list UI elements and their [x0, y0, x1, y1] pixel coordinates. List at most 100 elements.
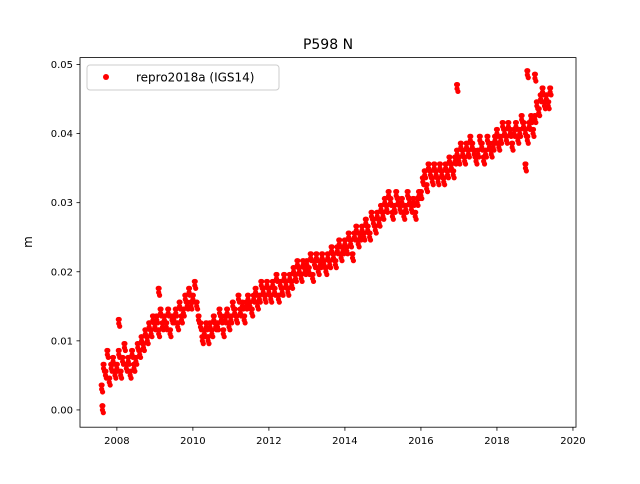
data-point	[333, 265, 339, 271]
data-point	[307, 251, 313, 257]
data-point	[457, 161, 463, 167]
data-point	[284, 285, 291, 291]
data-point	[252, 285, 258, 291]
data-point	[189, 306, 195, 312]
data-point	[231, 306, 237, 312]
data-point	[524, 68, 530, 74]
data-point	[402, 216, 408, 222]
data-point	[349, 251, 355, 257]
data-point	[221, 334, 227, 340]
data-point	[180, 306, 186, 312]
data-point	[367, 237, 374, 243]
data-point	[417, 189, 424, 195]
data-point	[516, 126, 522, 133]
data-point	[263, 278, 270, 285]
data-point	[258, 278, 264, 285]
data-point	[200, 341, 206, 347]
data-point	[372, 223, 378, 229]
data-point	[189, 292, 196, 298]
data-point	[524, 133, 530, 139]
data-point	[168, 334, 174, 340]
data-point	[395, 195, 401, 202]
data-point	[446, 154, 452, 160]
data-point	[193, 299, 199, 305]
data-point	[373, 230, 379, 236]
data-point	[115, 347, 121, 354]
data-point	[339, 258, 345, 264]
data-point	[353, 223, 359, 229]
data-point	[239, 299, 245, 305]
data-point	[186, 285, 192, 291]
data-point	[421, 168, 427, 174]
data-point	[347, 237, 353, 243]
data-point	[503, 133, 509, 139]
plot-frame	[79, 57, 577, 428]
data-point	[299, 278, 305, 285]
data-point	[134, 361, 140, 367]
data-point	[434, 175, 441, 181]
data-point	[281, 271, 287, 278]
y-tick-label: 0.03	[51, 198, 73, 209]
data-point	[206, 320, 213, 326]
data-point	[381, 216, 387, 222]
data-point	[328, 265, 334, 271]
data-point	[385, 189, 391, 195]
data-point	[241, 313, 247, 319]
legend-marker	[103, 74, 109, 80]
legend-box	[86, 64, 280, 91]
y-axis-ticks: 0.00 0.01 0.02 0.03 0.04 0.05	[51, 60, 80, 416]
data-point	[392, 209, 398, 215]
data-point	[516, 140, 522, 146]
data-point	[430, 182, 436, 188]
data-point	[350, 258, 357, 264]
data-point	[319, 251, 325, 257]
data-point	[376, 216, 382, 222]
data-point	[105, 354, 111, 361]
data-point	[117, 323, 123, 329]
data-point	[206, 341, 212, 347]
data-point	[322, 265, 329, 271]
data-point	[482, 147, 488, 153]
data-point	[288, 278, 294, 285]
data-point	[451, 175, 457, 181]
data-point	[467, 133, 473, 139]
data-point	[305, 265, 311, 271]
data-point	[374, 209, 380, 215]
y-tick-label: 0.02	[51, 267, 73, 278]
data-point	[155, 320, 161, 326]
data-point	[276, 299, 282, 305]
data-point	[533, 78, 539, 84]
data-point	[547, 85, 553, 91]
data-point	[404, 189, 410, 195]
data-point	[138, 334, 144, 340]
data-point	[125, 354, 131, 361]
data-point	[122, 347, 128, 354]
data-point	[174, 320, 180, 326]
x-tick-label: 2020	[560, 436, 585, 447]
data-point	[235, 292, 241, 298]
data-point	[298, 271, 304, 278]
data-point	[310, 278, 317, 285]
data-point	[172, 306, 178, 312]
x-tick-label: 2012	[256, 436, 281, 447]
data-point	[445, 175, 452, 181]
data-point	[442, 161, 448, 167]
data-point	[440, 175, 446, 181]
data-point	[362, 216, 368, 222]
data-point	[149, 334, 155, 340]
data-point	[156, 292, 163, 298]
data-point	[167, 327, 173, 333]
data-point	[324, 251, 330, 257]
data-point	[153, 313, 159, 319]
data-point	[265, 285, 272, 291]
data-point	[128, 375, 134, 381]
data-point	[127, 368, 133, 374]
data-point	[165, 306, 171, 312]
data-point	[465, 147, 471, 153]
data-point	[163, 320, 169, 326]
x-tick-label: 2014	[332, 436, 357, 447]
data-point	[531, 113, 538, 119]
y-tick-label: 0.05	[51, 60, 73, 71]
data-point	[257, 299, 263, 305]
data-point	[539, 85, 545, 91]
